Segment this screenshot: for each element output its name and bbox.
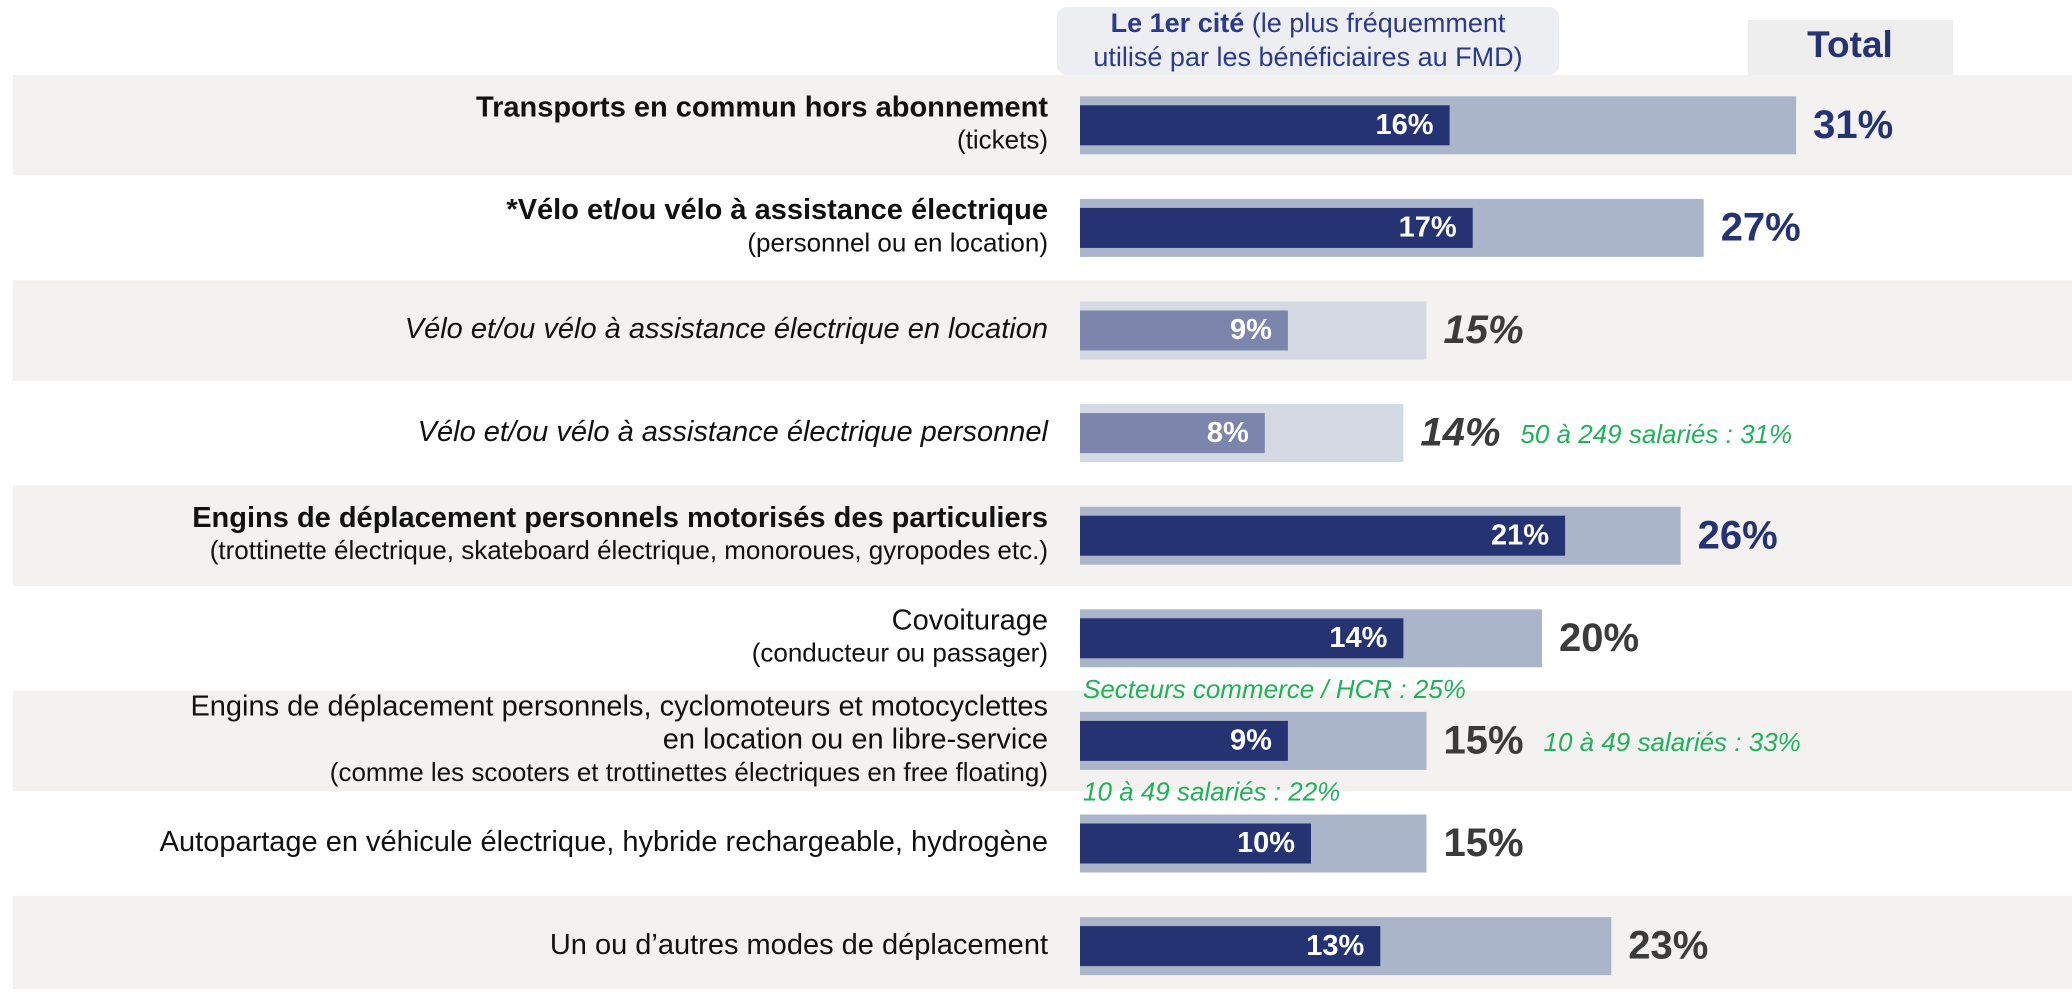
first-value-label: 14% <box>1329 622 1387 654</box>
legend-note: utilisé par les bénéficiaires au FMD) <box>1093 42 1522 72</box>
category-label: (trottinette électrique, skateboard élec… <box>210 535 1048 565</box>
first-bar <box>1080 207 1473 248</box>
category-label: *Vélo et/ou vélo à assistance électrique <box>506 194 1048 226</box>
category-label: Un ou d’autres modes de déplacement <box>550 929 1048 961</box>
total-value-label: 27% <box>1721 205 1801 249</box>
total-value-label: 15% <box>1444 821 1524 865</box>
category-label: Vélo et/ou vélo à assistance électrique … <box>418 416 1050 448</box>
category-label: Covoiturage <box>892 604 1048 636</box>
first-value-label: 8% <box>1207 417 1249 449</box>
first-bar <box>1080 618 1404 659</box>
annotation: 50 à 249 salariés : 31% <box>1520 419 1792 449</box>
annotation: 10 à 49 salariés : 33% <box>1544 727 1801 757</box>
total-value-label: 23% <box>1628 924 1708 968</box>
annotation: 10 à 49 salariés : 22% <box>1083 776 1340 806</box>
series-name: Le 1er cité <box>1111 8 1245 38</box>
category-label: (personnel ou en location) <box>747 227 1048 257</box>
series-note: (le plus fréquemment <box>1252 8 1506 38</box>
total-value-label: 26% <box>1698 513 1778 557</box>
legend-box <box>1057 7 1559 75</box>
category-label: (conducteur ou passager) <box>752 638 1048 668</box>
first-bar <box>1080 413 1265 454</box>
first-bar <box>1080 926 1381 967</box>
category-label: Vélo et/ou vélo à assistance électrique … <box>405 313 1048 345</box>
row-background <box>13 895 2072 994</box>
first-bar <box>1080 515 1566 556</box>
total-value-label: 31% <box>1813 103 1893 147</box>
category-label: Transports en commun hors abonnement <box>476 91 1048 123</box>
category-label: (tickets) <box>957 125 1048 155</box>
row-background <box>13 280 2072 381</box>
first-bar <box>1080 310 1288 351</box>
total-value-label: 15% <box>1444 718 1524 762</box>
total-value-label: 14% <box>1420 411 1500 455</box>
first-value-label: 21% <box>1491 519 1549 551</box>
first-value-label: 10% <box>1237 827 1295 859</box>
category-label: Engins de déplacement personnels, cyclom… <box>190 691 1048 723</box>
row-background <box>13 485 2072 586</box>
row-background <box>13 690 2072 792</box>
total-header: Total <box>1807 24 1893 65</box>
total-box <box>1748 20 1953 75</box>
first-value-label: 13% <box>1306 930 1364 962</box>
category-label: en location ou en libre-service <box>663 724 1048 756</box>
total-value-label: 20% <box>1559 616 1639 660</box>
annotation: Secteurs commerce / HCR : 25% <box>1083 674 1466 704</box>
first-value-label: 9% <box>1230 314 1272 346</box>
first-value-label: 9% <box>1230 725 1272 757</box>
total-value-label: 15% <box>1444 308 1524 352</box>
first-value-label: 16% <box>1376 109 1434 141</box>
category-label: (comme les scooters et trottinettes élec… <box>330 757 1048 787</box>
first-bar <box>1080 720 1288 761</box>
first-bar <box>1080 105 1450 146</box>
first-bar <box>1080 823 1311 864</box>
category-label: Autopartage en véhicule électrique, hybr… <box>160 826 1048 858</box>
category-label: Engins de déplacement personnels motoris… <box>192 502 1048 534</box>
first-value-label: 17% <box>1399 212 1457 244</box>
legend-title: Le 1er cité (le plus fréquemment <box>1111 8 1506 38</box>
